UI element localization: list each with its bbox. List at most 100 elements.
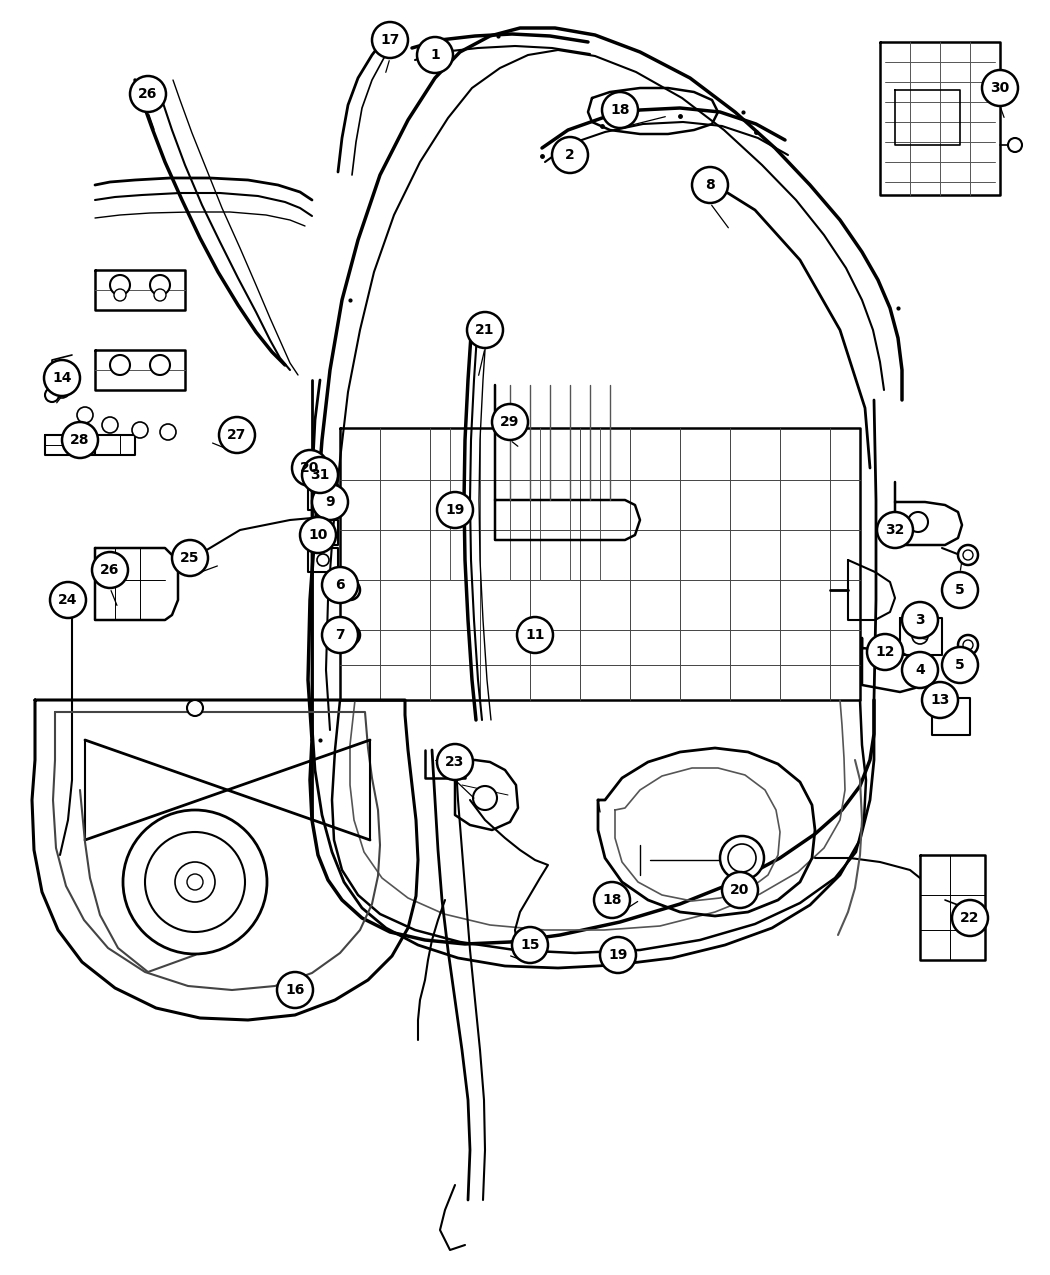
Circle shape (154, 289, 166, 301)
Text: 5: 5 (956, 658, 965, 672)
Circle shape (150, 275, 170, 295)
Circle shape (102, 417, 118, 434)
Text: 4: 4 (916, 663, 925, 677)
Circle shape (62, 422, 98, 458)
Circle shape (219, 417, 255, 453)
Text: 5: 5 (956, 583, 965, 597)
Circle shape (123, 810, 267, 954)
Text: 8: 8 (706, 179, 715, 193)
Circle shape (877, 513, 914, 548)
Circle shape (720, 836, 764, 880)
Circle shape (912, 629, 928, 644)
Text: 16: 16 (286, 983, 304, 997)
Text: 12: 12 (876, 645, 895, 659)
Circle shape (345, 630, 355, 640)
Text: 18: 18 (610, 103, 630, 117)
Circle shape (110, 275, 130, 295)
Circle shape (132, 422, 148, 439)
Text: 15: 15 (520, 938, 540, 952)
Circle shape (512, 927, 548, 963)
Circle shape (722, 872, 758, 908)
Circle shape (150, 354, 170, 375)
Circle shape (964, 912, 980, 928)
Text: 17: 17 (380, 33, 400, 47)
Text: 31: 31 (311, 468, 330, 482)
Circle shape (942, 646, 978, 683)
Circle shape (728, 844, 756, 872)
Circle shape (317, 492, 329, 504)
Text: 11: 11 (525, 629, 545, 643)
Circle shape (963, 550, 973, 560)
Circle shape (302, 456, 338, 493)
Text: 19: 19 (608, 949, 628, 963)
Circle shape (958, 544, 978, 565)
Circle shape (172, 541, 208, 576)
Text: 20: 20 (731, 884, 750, 898)
Circle shape (187, 873, 203, 890)
Circle shape (909, 663, 927, 681)
Circle shape (958, 635, 978, 655)
Circle shape (922, 682, 958, 718)
Circle shape (437, 492, 472, 528)
Text: 30: 30 (990, 82, 1010, 96)
Circle shape (417, 37, 453, 73)
Circle shape (472, 785, 497, 810)
Circle shape (600, 937, 636, 973)
Circle shape (317, 527, 329, 538)
Circle shape (322, 617, 358, 653)
Circle shape (300, 516, 336, 553)
Text: 26: 26 (101, 564, 120, 578)
Circle shape (345, 585, 355, 595)
Circle shape (594, 882, 630, 918)
Circle shape (467, 312, 503, 348)
Circle shape (602, 92, 638, 128)
Circle shape (175, 862, 215, 901)
Text: 13: 13 (930, 694, 949, 708)
Circle shape (908, 513, 928, 532)
Circle shape (340, 580, 360, 601)
Text: 32: 32 (885, 523, 905, 537)
Text: 3: 3 (916, 613, 925, 627)
Text: 18: 18 (603, 892, 622, 907)
Text: 21: 21 (476, 323, 495, 337)
Text: 14: 14 (52, 371, 71, 385)
Circle shape (145, 833, 245, 932)
Circle shape (692, 167, 728, 203)
Text: 2: 2 (565, 148, 575, 162)
Circle shape (902, 602, 938, 638)
Circle shape (867, 634, 903, 669)
Text: 6: 6 (335, 578, 344, 592)
Circle shape (110, 354, 130, 375)
Circle shape (952, 900, 988, 936)
Text: 20: 20 (300, 462, 319, 476)
Text: 28: 28 (70, 434, 89, 448)
Circle shape (437, 745, 472, 780)
Text: 29: 29 (500, 414, 520, 428)
Circle shape (517, 617, 553, 653)
Circle shape (963, 640, 973, 650)
Circle shape (902, 652, 938, 688)
Circle shape (942, 572, 978, 608)
Circle shape (77, 407, 93, 423)
Text: 23: 23 (445, 755, 465, 769)
Circle shape (340, 625, 360, 645)
Circle shape (317, 555, 329, 566)
Circle shape (552, 136, 588, 173)
Circle shape (372, 22, 408, 57)
Text: 25: 25 (181, 551, 200, 565)
Text: 27: 27 (227, 428, 247, 442)
Text: 7: 7 (335, 629, 344, 643)
Circle shape (292, 450, 328, 486)
Circle shape (532, 627, 548, 643)
Circle shape (130, 76, 166, 112)
Circle shape (312, 484, 348, 520)
Text: 22: 22 (961, 912, 980, 924)
Circle shape (92, 552, 128, 588)
Text: 9: 9 (326, 495, 335, 509)
Circle shape (54, 382, 70, 398)
Circle shape (982, 70, 1018, 106)
Circle shape (187, 700, 203, 717)
Text: 10: 10 (309, 528, 328, 542)
Text: 19: 19 (445, 504, 465, 516)
Text: 1: 1 (430, 48, 440, 62)
